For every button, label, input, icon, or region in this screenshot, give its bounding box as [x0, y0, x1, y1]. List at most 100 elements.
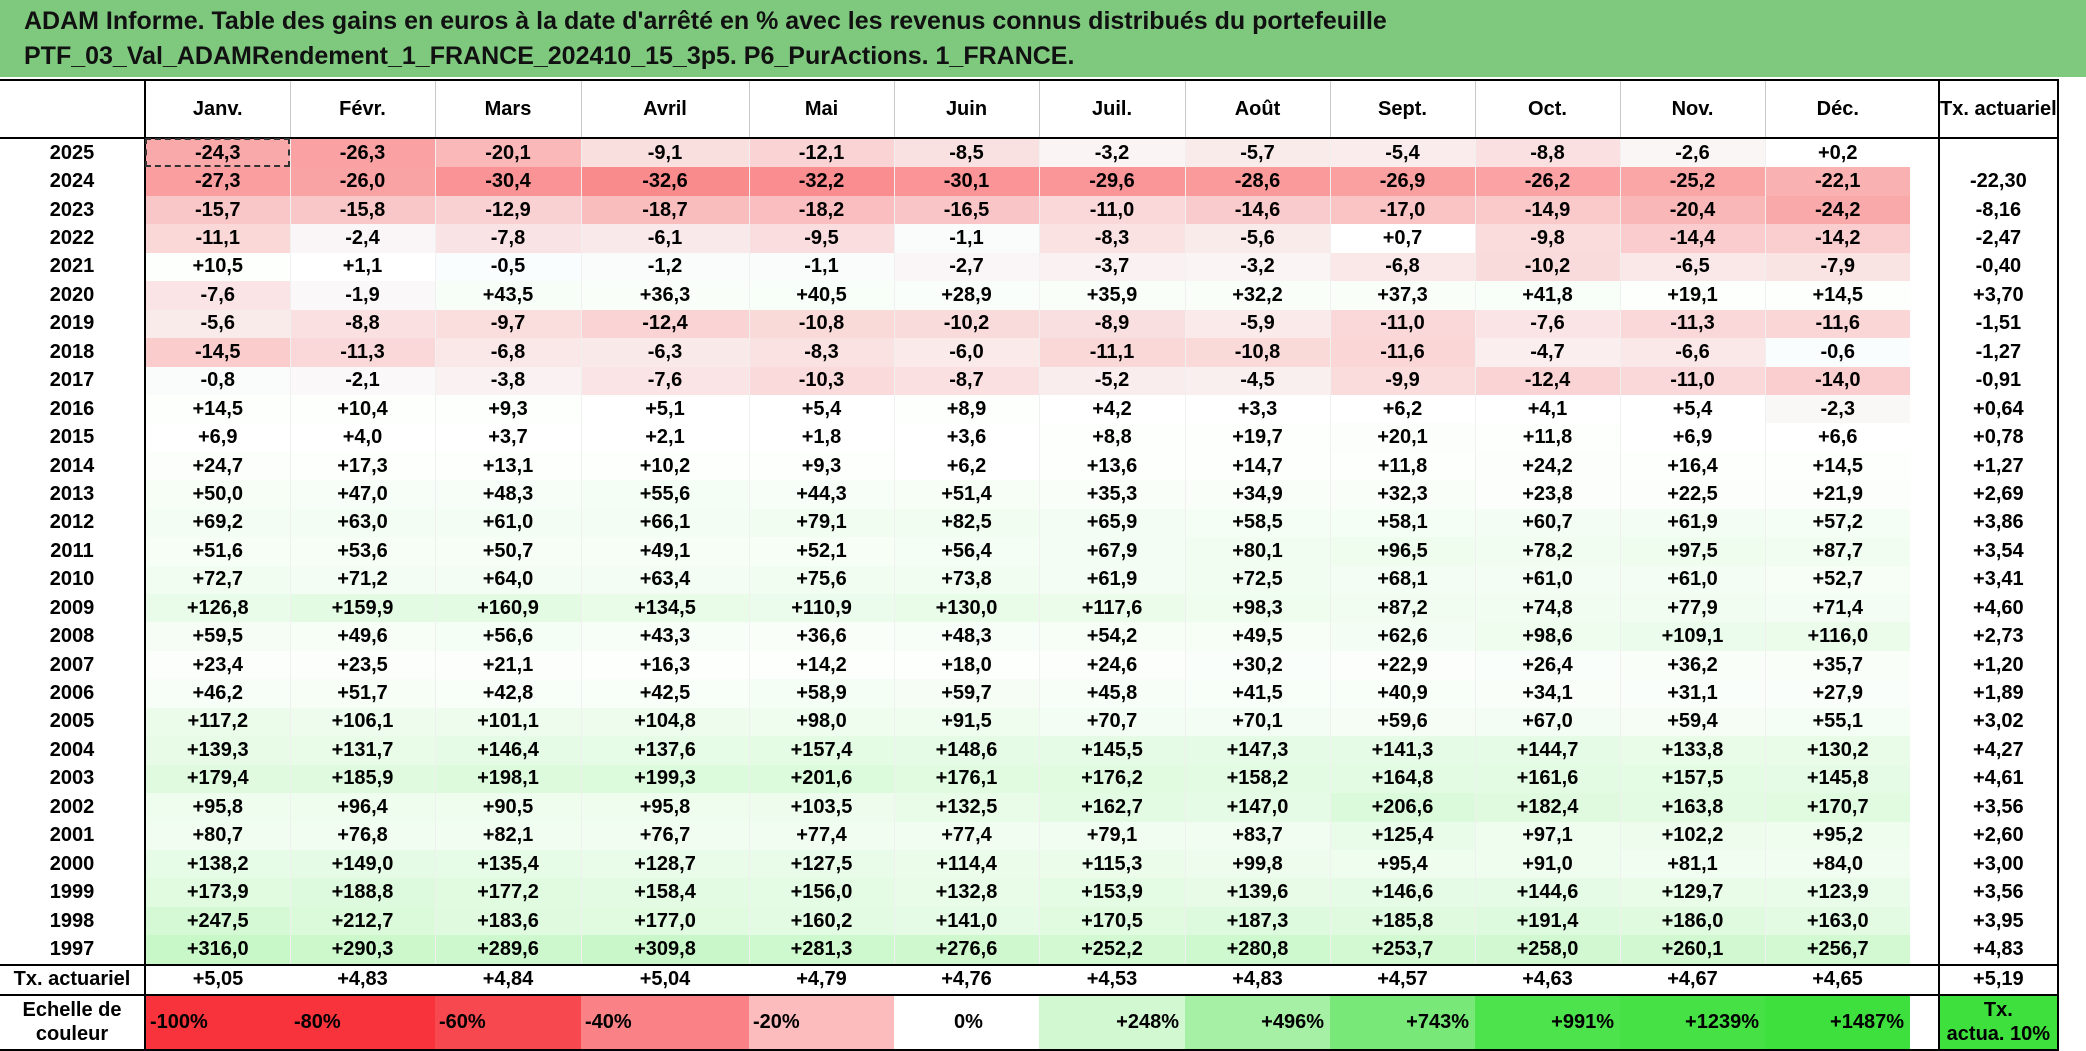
value-cell[interactable]: +59,7 — [893, 679, 1039, 708]
tx-actuariel-value[interactable]: +3,95 — [1938, 906, 2059, 936]
tx-actuariel-value[interactable] — [1938, 138, 2059, 168]
value-cell[interactable]: +10,2 — [580, 451, 749, 481]
value-cell[interactable]: -14,2 — [1764, 224, 1910, 253]
value-cell[interactable]: -1,2 — [580, 252, 749, 282]
value-cell[interactable]: +191,4 — [1474, 906, 1620, 936]
tx-actuariel-value[interactable]: -0,40 — [1938, 252, 2059, 282]
value-cell[interactable]: -3,7 — [1038, 252, 1185, 282]
value-cell[interactable]: +199,3 — [580, 764, 749, 794]
value-cell[interactable]: -14,9 — [1474, 195, 1620, 225]
value-cell[interactable]: +24,2 — [1474, 451, 1620, 481]
value-cell[interactable]: +144,6 — [1474, 878, 1620, 907]
value-cell[interactable]: -2,3 — [1764, 394, 1910, 424]
value-cell[interactable]: +32,2 — [1184, 281, 1330, 310]
value-cell[interactable]: +16,3 — [580, 650, 749, 680]
value-cell[interactable]: +126,8 — [144, 594, 290, 623]
footer-value[interactable]: +4,57 — [1330, 963, 1475, 996]
value-cell[interactable]: +253,7 — [1329, 935, 1475, 965]
value-cell[interactable]: +258,0 — [1474, 935, 1620, 965]
value-cell[interactable]: -5,9 — [1184, 309, 1330, 339]
tx-actuariel-value[interactable]: +0,78 — [1938, 423, 2059, 452]
tx-actuariel-value[interactable]: +4,83 — [1938, 935, 2059, 965]
value-cell[interactable]: +4,1 — [1474, 394, 1620, 424]
value-cell[interactable]: +309,8 — [580, 935, 749, 965]
tx-actuariel-value[interactable]: -0,91 — [1938, 366, 2059, 395]
value-cell[interactable]: +116,0 — [1764, 622, 1910, 651]
value-cell[interactable]: +13,1 — [434, 451, 581, 481]
value-cell[interactable]: -11,3 — [289, 338, 435, 367]
tx-actuariel-value[interactable]: +3,56 — [1938, 878, 2059, 907]
value-cell[interactable]: -11,0 — [1619, 366, 1765, 395]
value-cell[interactable]: -0,6 — [1764, 338, 1910, 367]
value-cell[interactable]: +145,5 — [1038, 736, 1185, 765]
value-cell[interactable]: +198,1 — [434, 764, 581, 794]
value-cell[interactable]: +14,7 — [1184, 451, 1330, 481]
value-cell[interactable]: -14,0 — [1764, 366, 1910, 395]
value-cell[interactable]: +117,2 — [144, 707, 290, 737]
value-cell[interactable]: -14,4 — [1619, 224, 1765, 253]
value-cell[interactable]: -12,4 — [580, 309, 749, 339]
value-cell[interactable]: -3,2 — [1038, 138, 1185, 168]
value-cell[interactable]: +5,4 — [748, 394, 894, 424]
value-cell[interactable]: -15,8 — [289, 195, 435, 225]
footer-value[interactable]: +4,67 — [1620, 963, 1765, 996]
value-cell[interactable]: +69,2 — [144, 508, 290, 538]
value-cell[interactable]: -7,8 — [434, 224, 581, 253]
value-cell[interactable]: +61,9 — [1619, 508, 1765, 538]
value-cell[interactable]: +157,5 — [1619, 764, 1765, 794]
value-cell[interactable]: -7,6 — [1474, 309, 1620, 339]
footer-value[interactable]: +4,83 — [290, 963, 435, 996]
value-cell[interactable]: +206,6 — [1329, 793, 1475, 822]
value-cell[interactable]: +95,8 — [580, 793, 749, 822]
value-cell[interactable]: -17,0 — [1329, 195, 1475, 225]
value-cell[interactable]: +137,6 — [580, 736, 749, 765]
value-cell[interactable]: +78,2 — [1474, 537, 1620, 566]
value-cell[interactable]: -12,9 — [434, 195, 581, 225]
value-cell[interactable]: +3,7 — [434, 423, 581, 452]
value-cell[interactable]: +61,9 — [1038, 565, 1185, 594]
footer-value[interactable]: +5,05 — [145, 963, 290, 996]
value-cell[interactable]: +125,4 — [1329, 821, 1475, 850]
value-cell[interactable]: -11,0 — [1038, 195, 1185, 225]
value-cell[interactable]: +77,4 — [748, 821, 894, 850]
value-cell[interactable]: -10,3 — [748, 366, 894, 395]
value-cell[interactable]: +45,8 — [1038, 679, 1185, 708]
value-cell[interactable]: +34,1 — [1474, 679, 1620, 708]
value-cell[interactable]: +3,6 — [893, 423, 1039, 452]
value-cell[interactable]: -2,6 — [1619, 138, 1765, 168]
value-cell[interactable]: -8,8 — [289, 309, 435, 339]
value-cell[interactable]: +289,6 — [434, 935, 581, 965]
value-cell[interactable]: +18,0 — [893, 650, 1039, 680]
value-cell[interactable]: +82,5 — [893, 508, 1039, 538]
value-cell[interactable]: -2,1 — [289, 366, 435, 395]
value-cell[interactable]: +49,1 — [580, 537, 749, 566]
value-cell[interactable]: +117,6 — [1038, 594, 1185, 623]
value-cell[interactable]: -29,6 — [1038, 167, 1185, 196]
value-cell[interactable]: +27,9 — [1764, 679, 1910, 708]
value-cell[interactable]: +79,1 — [1038, 821, 1185, 850]
value-cell[interactable]: +70,7 — [1038, 707, 1185, 737]
value-cell[interactable]: +65,9 — [1038, 508, 1185, 538]
value-cell[interactable]: +44,3 — [748, 480, 894, 509]
value-cell[interactable]: +123,9 — [1764, 878, 1910, 907]
value-cell[interactable]: +77,4 — [893, 821, 1039, 850]
value-cell[interactable]: +63,4 — [580, 565, 749, 594]
value-cell[interactable]: -12,1 — [748, 138, 894, 168]
tx-actuariel-value[interactable]: -1,27 — [1938, 338, 2059, 367]
value-cell[interactable]: +20,1 — [1329, 423, 1475, 452]
value-cell[interactable]: -26,0 — [289, 167, 435, 196]
value-cell[interactable]: +146,6 — [1329, 878, 1475, 907]
value-cell[interactable]: -15,7 — [144, 195, 290, 225]
value-cell[interactable]: +98,3 — [1184, 594, 1330, 623]
value-cell[interactable]: +87,7 — [1764, 537, 1910, 566]
value-cell[interactable]: -11,3 — [1619, 309, 1765, 339]
value-cell[interactable]: -30,4 — [434, 167, 581, 196]
value-cell[interactable]: +51,7 — [289, 679, 435, 708]
value-cell[interactable]: -9,9 — [1329, 366, 1475, 395]
value-cell[interactable]: -0,5 — [434, 252, 581, 282]
value-cell[interactable]: -8,9 — [1038, 309, 1185, 339]
value-cell[interactable]: +49,5 — [1184, 622, 1330, 651]
tx-actuariel-value[interactable]: +3,00 — [1938, 849, 2059, 879]
value-cell[interactable]: +74,8 — [1474, 594, 1620, 623]
value-cell[interactable]: +104,8 — [580, 707, 749, 737]
